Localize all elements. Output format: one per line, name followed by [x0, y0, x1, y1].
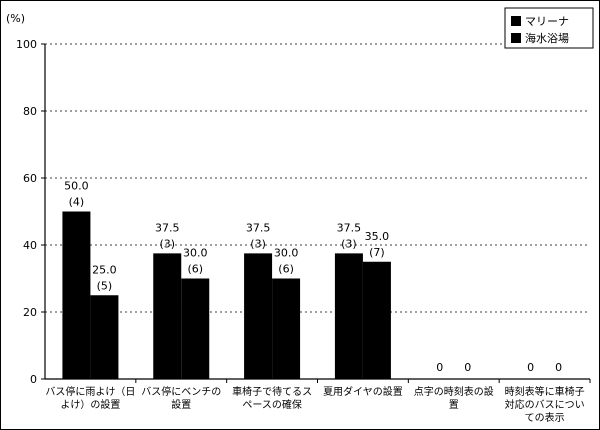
data-label: 0	[555, 361, 562, 374]
count-label: (7)	[369, 246, 385, 259]
bar-marina	[334, 253, 363, 379]
category-label: 車椅子で待てるス	[232, 385, 312, 398]
count-label: (5)	[97, 279, 113, 292]
legend-swatch	[511, 16, 521, 26]
y-tick-label: 100	[16, 38, 37, 51]
y-tick-label: 20	[23, 306, 37, 319]
category-label: バス停に雨よけ（日	[45, 385, 135, 398]
bar-beach	[272, 278, 301, 379]
y-tick-label: 60	[23, 172, 37, 185]
category-label: 時刻表等に車椅子	[505, 385, 585, 398]
bar-beach	[181, 278, 210, 379]
bar-marina	[244, 253, 273, 379]
data-label: 50.0	[64, 180, 89, 193]
category-label: ペースの確保	[242, 398, 302, 411]
data-label: 30.0	[183, 247, 208, 260]
category-label: 対応のバスについ	[505, 398, 585, 411]
category-label: 設置	[171, 398, 191, 411]
y-axis-unit: (%)	[6, 12, 25, 25]
count-label: (6)	[278, 263, 294, 276]
bar-marina	[62, 211, 91, 379]
category-label: 置	[449, 399, 459, 411]
bar-beach	[90, 295, 119, 379]
data-label: 37.5	[246, 221, 271, 234]
count-label: (3)	[341, 237, 357, 250]
data-label: 30.0	[274, 247, 299, 260]
y-tick-label: 80	[23, 105, 37, 118]
category-label: よけ）の設置	[60, 398, 120, 411]
data-label: 35.0	[365, 230, 390, 243]
y-tick-label: 0	[30, 373, 37, 386]
legend-swatch	[511, 33, 521, 43]
legend-label: マリーナ	[525, 15, 569, 28]
category-label: 点字の時刻表の設	[414, 385, 494, 398]
data-label: 0	[436, 361, 443, 374]
category-label: ての表示	[525, 411, 565, 424]
data-label: 37.5	[337, 221, 362, 234]
data-label: 0	[464, 361, 471, 374]
count-label: (3)	[250, 237, 266, 250]
data-label: 0	[527, 361, 534, 374]
category-label: バス停にベンチの	[141, 385, 221, 398]
bar-marina	[153, 253, 182, 379]
data-label: 25.0	[92, 263, 117, 276]
bar-beach	[362, 261, 391, 379]
legend-label: 海水浴場	[525, 31, 569, 45]
count-label: (3)	[159, 237, 175, 250]
data-label: 37.5	[155, 221, 180, 234]
y-tick-label: 40	[23, 239, 37, 252]
count-label: (4)	[69, 196, 85, 209]
category-label: 夏用ダイヤの設置	[323, 385, 403, 398]
count-label: (6)	[187, 263, 203, 276]
